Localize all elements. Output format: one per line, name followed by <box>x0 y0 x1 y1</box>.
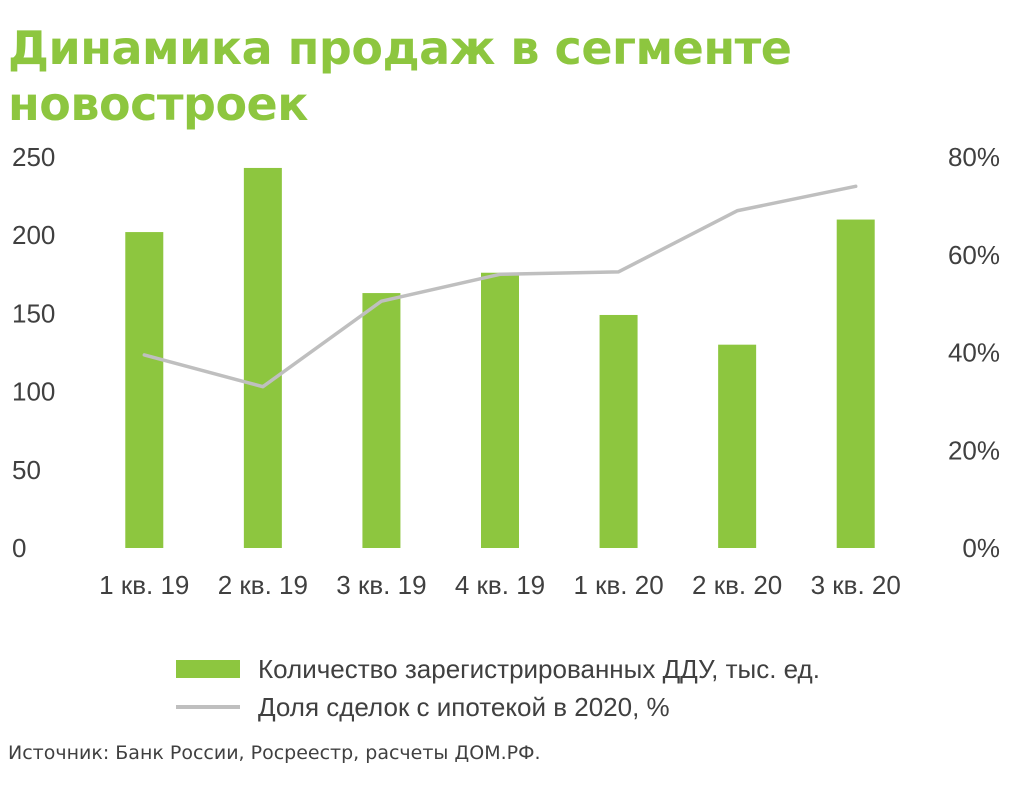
right-tick-label: 40% <box>948 338 1000 368</box>
chart-title: Динамика продаж в сегменте новостроек <box>8 21 792 131</box>
legend-item-line: Доля сделок с ипотекой в 2020, % <box>176 688 936 726</box>
right-tick-label: 60% <box>948 240 1000 270</box>
left-tick-label: 50 <box>12 455 41 485</box>
left-axis: 0 50 100 150 200 250 <box>12 142 55 563</box>
category-label: 3 кв. 20 <box>811 570 901 600</box>
legend: Количество зарегистрированных ДДУ, тыс. … <box>176 650 936 726</box>
line-series <box>142 184 858 389</box>
bar <box>599 314 638 548</box>
category-label: 3 кв. 19 <box>336 570 426 600</box>
combo-chart: 0 50 100 150 200 250 0% 20% 40% 60% 80% 1 кв. 19 2… <box>12 142 1000 600</box>
bar <box>243 167 282 548</box>
right-axis: 0% 20% 40% 60% 80% <box>948 142 1000 563</box>
category-label: 1 кв. 20 <box>573 570 663 600</box>
legend-bar-swatch <box>176 660 240 678</box>
category-label: 2 кв. 20 <box>692 570 782 600</box>
legend-label-bars: Количество зарегистрированных ДДУ, тыс. … <box>258 653 820 684</box>
right-tick-label: 20% <box>948 435 1000 465</box>
category-label: 2 кв. 19 <box>218 570 308 600</box>
category-label: 1 кв. 19 <box>99 570 189 600</box>
left-tick-label: 150 <box>12 298 55 328</box>
bar <box>718 344 757 548</box>
legend-item-bars: Количество зарегистрированных ДДУ, тыс. … <box>176 650 936 688</box>
left-tick-label: 200 <box>12 220 55 250</box>
right-tick-label: 0% <box>962 533 1000 563</box>
bar <box>836 219 875 548</box>
bar <box>362 293 401 548</box>
bar <box>481 272 519 548</box>
x-axis: 1 кв. 19 2 кв. 19 3 кв. 19 4 кв. 19 1 кв. 20… <box>99 570 901 600</box>
category-label: 4 кв. 19 <box>455 570 545 600</box>
legend-line-swatch <box>176 705 240 709</box>
bar-series <box>125 167 875 548</box>
right-tick-label: 80% <box>948 142 1000 172</box>
source-note: Источник: Банк России, Росреестр, расчет… <box>8 742 541 764</box>
left-tick-label: 0 <box>12 533 26 563</box>
left-tick-label: 250 <box>12 142 55 172</box>
legend-label-line: Доля сделок с ипотекой в 2020, % <box>258 691 670 722</box>
left-tick-label: 100 <box>12 377 55 407</box>
bar <box>125 232 164 548</box>
